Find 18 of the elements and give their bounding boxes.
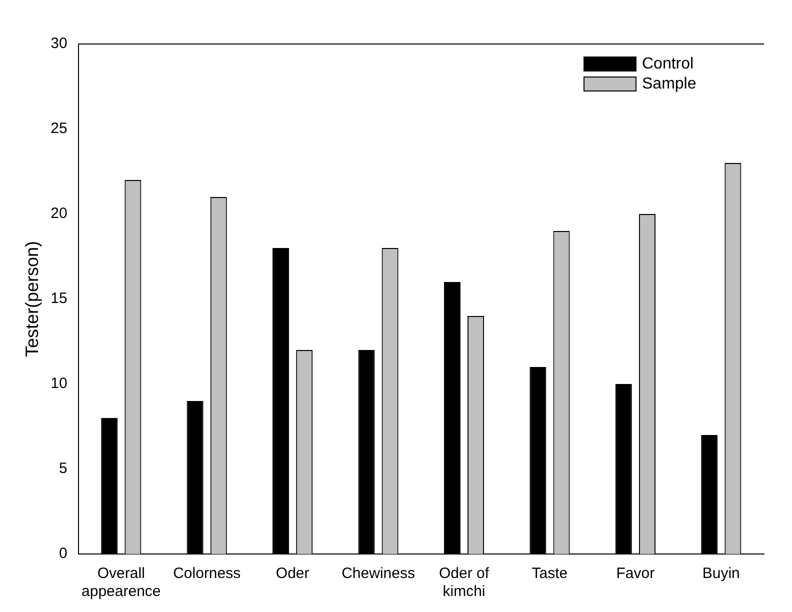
x-tick-label: Taste: [532, 565, 568, 582]
legend-label: Sample: [642, 75, 696, 92]
y-tick-label: 25: [50, 120, 68, 138]
legend-label: Control: [642, 55, 694, 72]
y-tick-label: 10: [50, 375, 68, 392]
y-tick-label: 30: [50, 35, 68, 52]
x-tick-label: Oder of kimchi: [438, 565, 490, 600]
y-tick-label: 15: [50, 290, 68, 308]
x-tick-label: Colorness: [173, 565, 241, 582]
y-tick-label: 20: [50, 205, 68, 222]
x-tick-label: Oder: [276, 565, 310, 582]
y-tick-label: 5: [58, 460, 68, 478]
x-tick-label: Chewiness: [342, 565, 415, 582]
y-axis-title: Tester(person): [22, 240, 42, 358]
x-tick-label: Overall appearence: [82, 565, 161, 600]
x-tick-label: Favor: [616, 565, 655, 582]
x-tick-label: Buyin: [702, 565, 740, 582]
y-tick-label: 0: [58, 545, 68, 562]
